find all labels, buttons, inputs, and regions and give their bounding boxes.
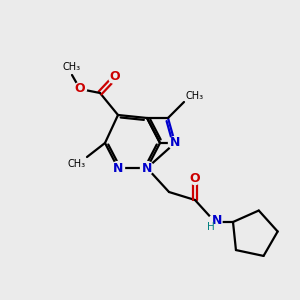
Text: CH₃: CH₃ [63, 62, 81, 72]
Text: CH₃: CH₃ [185, 91, 203, 101]
Circle shape [112, 161, 124, 175]
Circle shape [109, 70, 122, 83]
Text: N: N [170, 136, 180, 149]
Text: CH₃: CH₃ [68, 159, 86, 169]
Circle shape [208, 215, 222, 229]
Circle shape [140, 161, 154, 175]
Text: O: O [75, 82, 85, 95]
Text: O: O [110, 70, 120, 83]
Circle shape [169, 136, 182, 149]
Text: N: N [142, 161, 152, 175]
Text: N: N [113, 161, 123, 175]
Circle shape [74, 82, 86, 95]
Text: H: H [207, 222, 215, 232]
Text: N: N [212, 214, 222, 226]
Circle shape [188, 172, 202, 184]
Text: O: O [190, 172, 200, 184]
